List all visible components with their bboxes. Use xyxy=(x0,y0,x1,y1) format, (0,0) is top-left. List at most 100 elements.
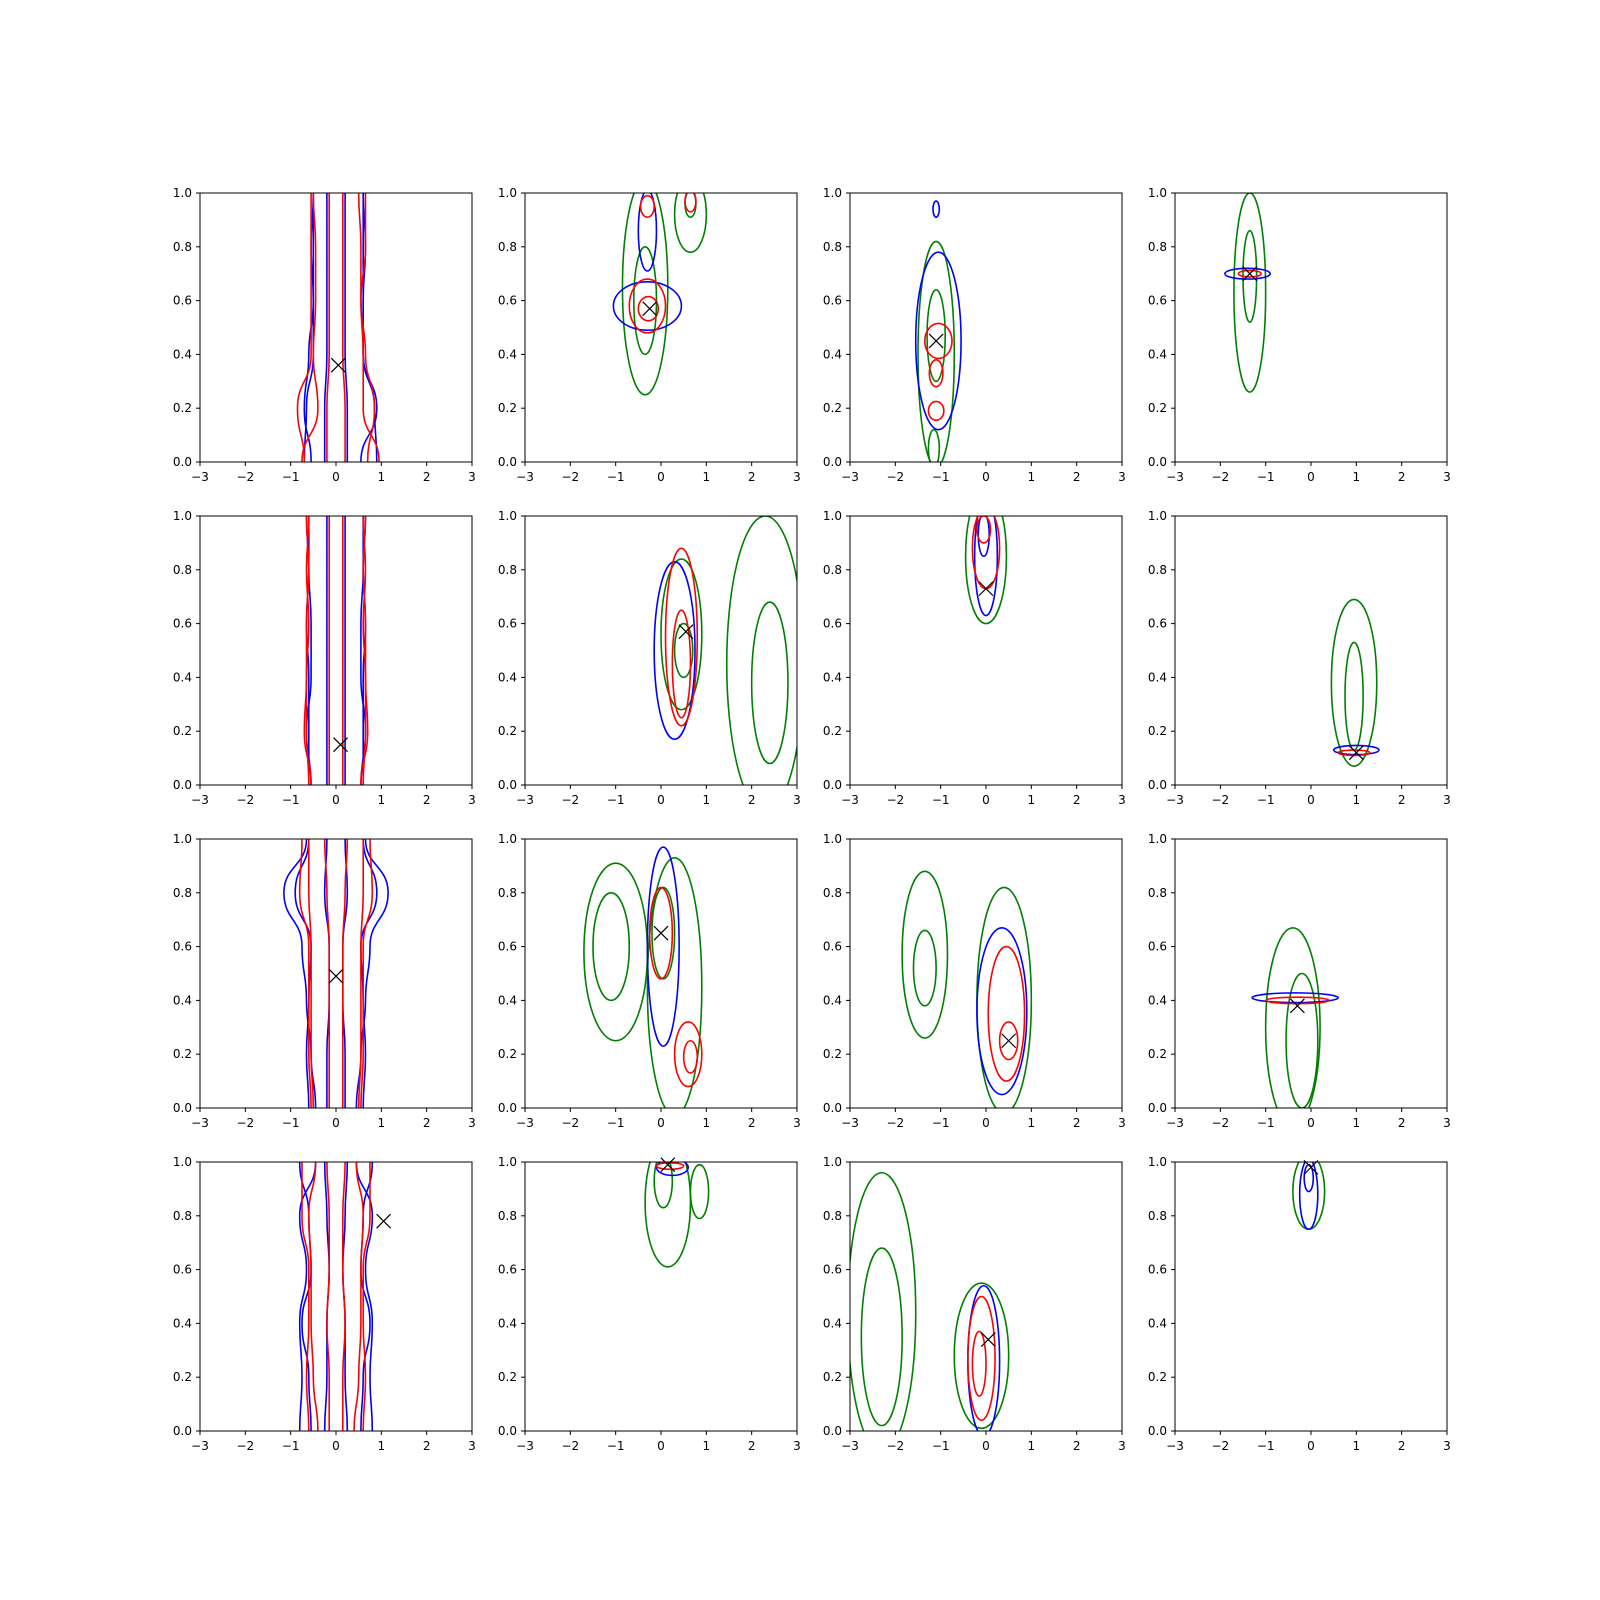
x-marker xyxy=(1289,998,1305,1014)
axes-frame xyxy=(199,515,473,786)
y-tick-label: 0.0 xyxy=(823,778,842,792)
x-tick-label: −1 xyxy=(1257,1116,1275,1130)
x-tick-label: 1 xyxy=(378,1439,386,1453)
red-contour-left xyxy=(296,193,312,462)
x-tick-label: −3 xyxy=(191,470,209,484)
green-contour xyxy=(1264,926,1321,1108)
y-tick-label: 0.8 xyxy=(823,886,842,900)
x-tick-label: 2 xyxy=(1073,1439,1081,1453)
y-tick-label: 0.8 xyxy=(173,886,192,900)
y-tick-label: 1.0 xyxy=(1148,832,1167,846)
x-tick-label: 1 xyxy=(1353,470,1361,484)
contour-group xyxy=(1224,193,1272,393)
x-tick-label: 1 xyxy=(703,1116,711,1130)
subplot-r1-c1: −3 −2 −1 0 1 2 3 0.0 0.2 0.4 0.6 0.8 1.0 xyxy=(173,186,476,484)
y-tick-label: 0.0 xyxy=(823,1424,842,1438)
y-tick-label: 1.0 xyxy=(498,832,517,846)
x-tick-label: 0 xyxy=(657,470,665,484)
x-tick-label: 2 xyxy=(1398,1439,1406,1453)
x-tick-label: −2 xyxy=(236,1116,254,1130)
blue-contour xyxy=(1251,992,1339,1004)
y-tick-label: 1.0 xyxy=(498,1155,517,1169)
red-contour-left xyxy=(305,516,310,785)
axes-frame xyxy=(849,192,1123,463)
y-tick-label: 0.4 xyxy=(498,347,517,361)
x-tick-label: −2 xyxy=(561,1116,579,1130)
green-contour xyxy=(673,193,708,253)
x-tick-label: 0 xyxy=(1307,793,1315,807)
x-tick-label: −3 xyxy=(516,1116,534,1130)
y-tick-label: 0.2 xyxy=(823,724,842,738)
red-contour-right xyxy=(360,193,376,462)
x-tick-label: −2 xyxy=(1211,793,1229,807)
x-tick-label: 0 xyxy=(657,1439,665,1453)
x-tick-label: −3 xyxy=(841,793,859,807)
subplot-r4-c4: −3 −2 −1 0 1 2 3 0.0 0.2 0.4 0.6 0.8 1.0 xyxy=(1148,1155,1451,1453)
green-contour xyxy=(660,558,703,711)
x-tick-label: 3 xyxy=(468,793,476,807)
red-contour xyxy=(628,278,667,334)
subplot-r1-c2: −3 −2 −1 0 1 2 3 0.0 0.2 0.4 0.6 0.8 1.0 xyxy=(498,186,801,484)
x-tick-label: 3 xyxy=(1443,793,1451,807)
y-tick-label: 0.2 xyxy=(1148,1370,1167,1384)
x-tick-label: −1 xyxy=(282,793,300,807)
x-tick-label: 0 xyxy=(1307,470,1315,484)
red-contour-right xyxy=(357,839,365,1108)
x-marker xyxy=(928,333,944,349)
blue-contour xyxy=(976,926,1028,1096)
x-tick-label: −1 xyxy=(607,793,625,807)
x-tick-label: 3 xyxy=(793,793,801,807)
y-tick-label: 1.0 xyxy=(173,186,192,200)
x-marker xyxy=(1348,745,1364,761)
x-tick-label: −3 xyxy=(841,470,859,484)
y-tick-label: 0.2 xyxy=(173,1370,192,1384)
contour-group xyxy=(850,1172,1010,1431)
x-tick-label: −1 xyxy=(932,470,950,484)
contour-group xyxy=(901,870,1033,1108)
green-contour xyxy=(725,516,797,785)
y-tick-label: 0.4 xyxy=(1148,1316,1167,1330)
y-tick-label: 0.0 xyxy=(173,455,192,469)
x-tick-label: 3 xyxy=(793,1439,801,1453)
blue-contour xyxy=(612,280,683,331)
x-tick-label: −2 xyxy=(561,793,579,807)
y-tick-label: 0.8 xyxy=(823,240,842,254)
x-tick-label: −1 xyxy=(607,1116,625,1130)
y-tick-label: 0.6 xyxy=(498,294,517,308)
red-contour xyxy=(976,516,992,544)
x-tick-label: 2 xyxy=(423,1439,431,1453)
x-tick-label: 2 xyxy=(423,793,431,807)
x-tick-label: 1 xyxy=(378,793,386,807)
blue-contour-left xyxy=(298,1162,312,1431)
green-contour xyxy=(860,1247,903,1427)
green-contour xyxy=(953,1282,1010,1430)
y-tick-label: 0.6 xyxy=(173,940,192,954)
blue-contour xyxy=(973,516,999,617)
red-contour xyxy=(639,194,656,219)
x-tick-label: 2 xyxy=(1398,470,1406,484)
x-tick-label: 2 xyxy=(748,470,756,484)
x-tick-label: −2 xyxy=(886,1439,904,1453)
x-tick-label: −1 xyxy=(282,1439,300,1453)
y-tick-label: 0.6 xyxy=(1148,294,1167,308)
red-contour-left xyxy=(326,1162,331,1431)
red-contour-left xyxy=(303,516,312,785)
y-tick-label: 0.8 xyxy=(1148,886,1167,900)
blue-contour xyxy=(637,193,658,272)
x-marker xyxy=(660,1157,676,1173)
subplot-r2-c1: −3 −2 −1 0 1 2 3 0.0 0.2 0.4 0.6 0.8 1.0 xyxy=(173,509,476,807)
green-contour xyxy=(912,929,937,1007)
blue-contour xyxy=(914,251,962,431)
y-tick-label: 0.2 xyxy=(823,1047,842,1061)
y-tick-label: 0.4 xyxy=(1148,347,1167,361)
x-tick-label: 0 xyxy=(1307,1116,1315,1130)
x-tick-label: 0 xyxy=(657,1116,665,1130)
x-tick-label: 0 xyxy=(982,1439,990,1453)
y-tick-label: 0.8 xyxy=(498,886,517,900)
y-tick-label: 0.8 xyxy=(173,240,192,254)
axes-frame xyxy=(1174,1161,1448,1432)
red-contour xyxy=(684,193,697,213)
y-tick-label: 1.0 xyxy=(823,509,842,523)
red-contour-left xyxy=(326,193,331,462)
x-tick-label: 3 xyxy=(1443,470,1451,484)
